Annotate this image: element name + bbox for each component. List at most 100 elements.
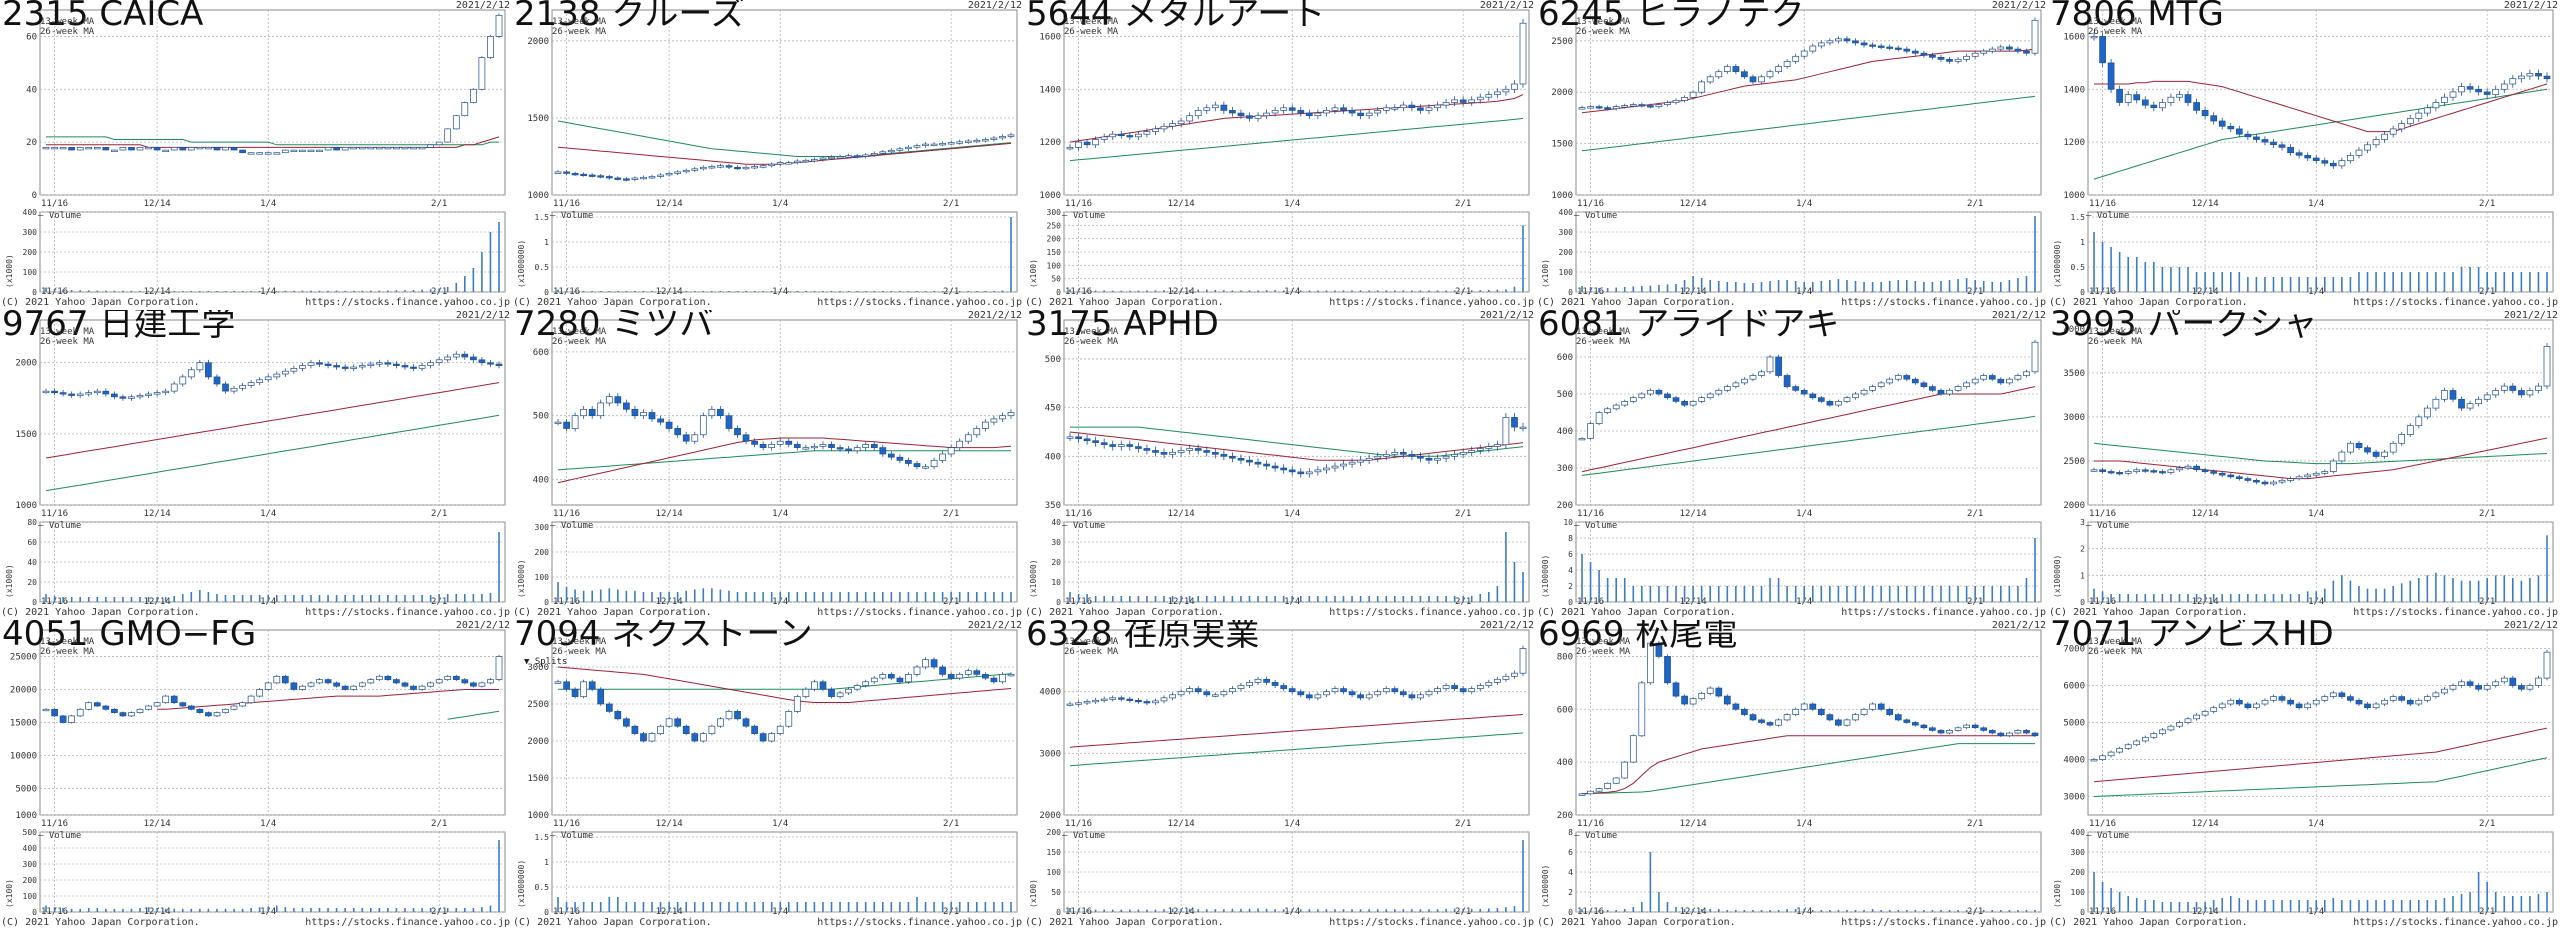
candle bbox=[2475, 685, 2482, 690]
candle bbox=[187, 705, 195, 710]
candle bbox=[1083, 438, 1091, 442]
y-tick-label: 400 bbox=[1557, 427, 1573, 437]
candle bbox=[2159, 729, 2166, 734]
candle bbox=[1211, 452, 1219, 455]
legend-ma13: 13-week MA bbox=[2088, 17, 2143, 27]
chart-svg: 100015002000020406080(x1000)11/1611/1612… bbox=[5, 319, 506, 607]
candle bbox=[401, 365, 409, 368]
candle bbox=[2141, 99, 2149, 106]
candle bbox=[699, 415, 707, 436]
candle bbox=[1894, 714, 1902, 721]
candle bbox=[102, 147, 110, 151]
candle bbox=[1135, 133, 1142, 138]
candle bbox=[2253, 136, 2260, 140]
vol-tick-label: 0 bbox=[544, 908, 549, 917]
candle bbox=[1988, 375, 1996, 380]
candle bbox=[2500, 83, 2508, 90]
candle bbox=[2023, 50, 2030, 54]
y-tick-label: 2000 bbox=[527, 37, 549, 47]
candle bbox=[554, 421, 562, 424]
candle bbox=[1698, 81, 1706, 93]
candle bbox=[2167, 469, 2175, 473]
candle bbox=[51, 147, 58, 150]
candle bbox=[1980, 727, 1988, 731]
candle bbox=[887, 453, 895, 458]
candle bbox=[2423, 107, 2431, 114]
candle bbox=[1826, 401, 1834, 406]
candle bbox=[1229, 455, 1236, 459]
candle bbox=[2389, 442, 2397, 453]
candle bbox=[623, 718, 630, 727]
vol-unit-label: (x100000) bbox=[1541, 555, 1550, 598]
vol-tick-label: 0 bbox=[1568, 288, 1573, 297]
candle bbox=[2167, 96, 2175, 103]
x-tick-label: 2/1 bbox=[1455, 509, 1471, 519]
candle bbox=[470, 682, 477, 687]
legend-ma13: 13-week MA bbox=[1064, 17, 1119, 27]
candle bbox=[1604, 408, 1611, 413]
x-tick-label: 12/14 bbox=[1680, 819, 1707, 829]
chart-svg: 4005006000100200300(x10000)11/1611/1612/… bbox=[517, 319, 1018, 607]
x-tick-label: 12/14 bbox=[1168, 509, 1195, 519]
candle bbox=[571, 173, 579, 176]
candle bbox=[59, 392, 67, 395]
x-tick-label: 2/1 bbox=[431, 199, 447, 209]
x-tick-label: 2/1 bbox=[943, 509, 959, 519]
candle bbox=[1169, 123, 1176, 127]
source-url: https://stocks.finance.yahoo.co.jp bbox=[1329, 917, 1534, 928]
candle bbox=[495, 14, 503, 37]
vol-tick-label: 1 bbox=[544, 858, 549, 867]
candle bbox=[836, 692, 844, 697]
y-tick-label: 450 bbox=[1045, 404, 1061, 414]
candle bbox=[290, 149, 298, 152]
candle bbox=[597, 402, 605, 417]
candle bbox=[1689, 91, 1697, 98]
y-tick-label: 400 bbox=[1557, 758, 1573, 768]
candle bbox=[1109, 133, 1117, 138]
candle bbox=[1835, 38, 1842, 42]
volume-plot-frame bbox=[2087, 211, 2554, 293]
candle bbox=[2372, 451, 2380, 457]
candle bbox=[1732, 703, 1740, 710]
x-tick-label: 11/16 bbox=[1065, 819, 1092, 829]
source-url: https://stocks.finance.yahoo.co.jp bbox=[1329, 607, 1534, 618]
ma26-line bbox=[557, 120, 1012, 157]
vol-tick-label: 20 bbox=[27, 578, 37, 587]
chart-legend: 13-week MA 26-week MA bbox=[552, 17, 606, 37]
candle bbox=[187, 369, 195, 378]
candle bbox=[341, 147, 349, 151]
x-tick-label: 11/16 bbox=[41, 819, 68, 829]
candle bbox=[2458, 86, 2465, 93]
volume-plot-frame bbox=[551, 831, 1018, 913]
candle bbox=[1271, 465, 1279, 469]
candle bbox=[1254, 678, 1262, 683]
candle bbox=[725, 711, 733, 720]
candle bbox=[136, 147, 144, 151]
candle bbox=[563, 421, 570, 429]
y-tick-label: 2000 bbox=[527, 737, 549, 747]
vol-tick-label: 500 bbox=[23, 828, 38, 837]
x-tick-label: 2/1 bbox=[943, 199, 959, 209]
candle bbox=[2415, 416, 2423, 427]
candle bbox=[1348, 110, 1356, 114]
candle bbox=[2500, 677, 2508, 683]
volume-plot-frame bbox=[1575, 521, 2042, 603]
candle bbox=[213, 147, 221, 151]
chart-title: 5644 メタルアート bbox=[1026, 0, 1326, 34]
candle bbox=[495, 363, 503, 366]
candle bbox=[674, 718, 682, 727]
candle bbox=[1792, 708, 1800, 715]
candle bbox=[1578, 438, 1586, 441]
candle bbox=[588, 408, 596, 417]
candle bbox=[982, 139, 989, 142]
candle bbox=[1229, 110, 1236, 114]
candle bbox=[410, 366, 417, 369]
candle bbox=[973, 139, 981, 143]
candle bbox=[2535, 385, 2542, 391]
candle bbox=[1007, 412, 1015, 417]
candle bbox=[205, 147, 212, 150]
vol-tick-label: 60 bbox=[27, 538, 37, 547]
candle bbox=[1655, 104, 1663, 108]
vol-tick-label: 4 bbox=[1568, 566, 1573, 575]
x-tick-label: 1/4 bbox=[1284, 819, 1300, 829]
